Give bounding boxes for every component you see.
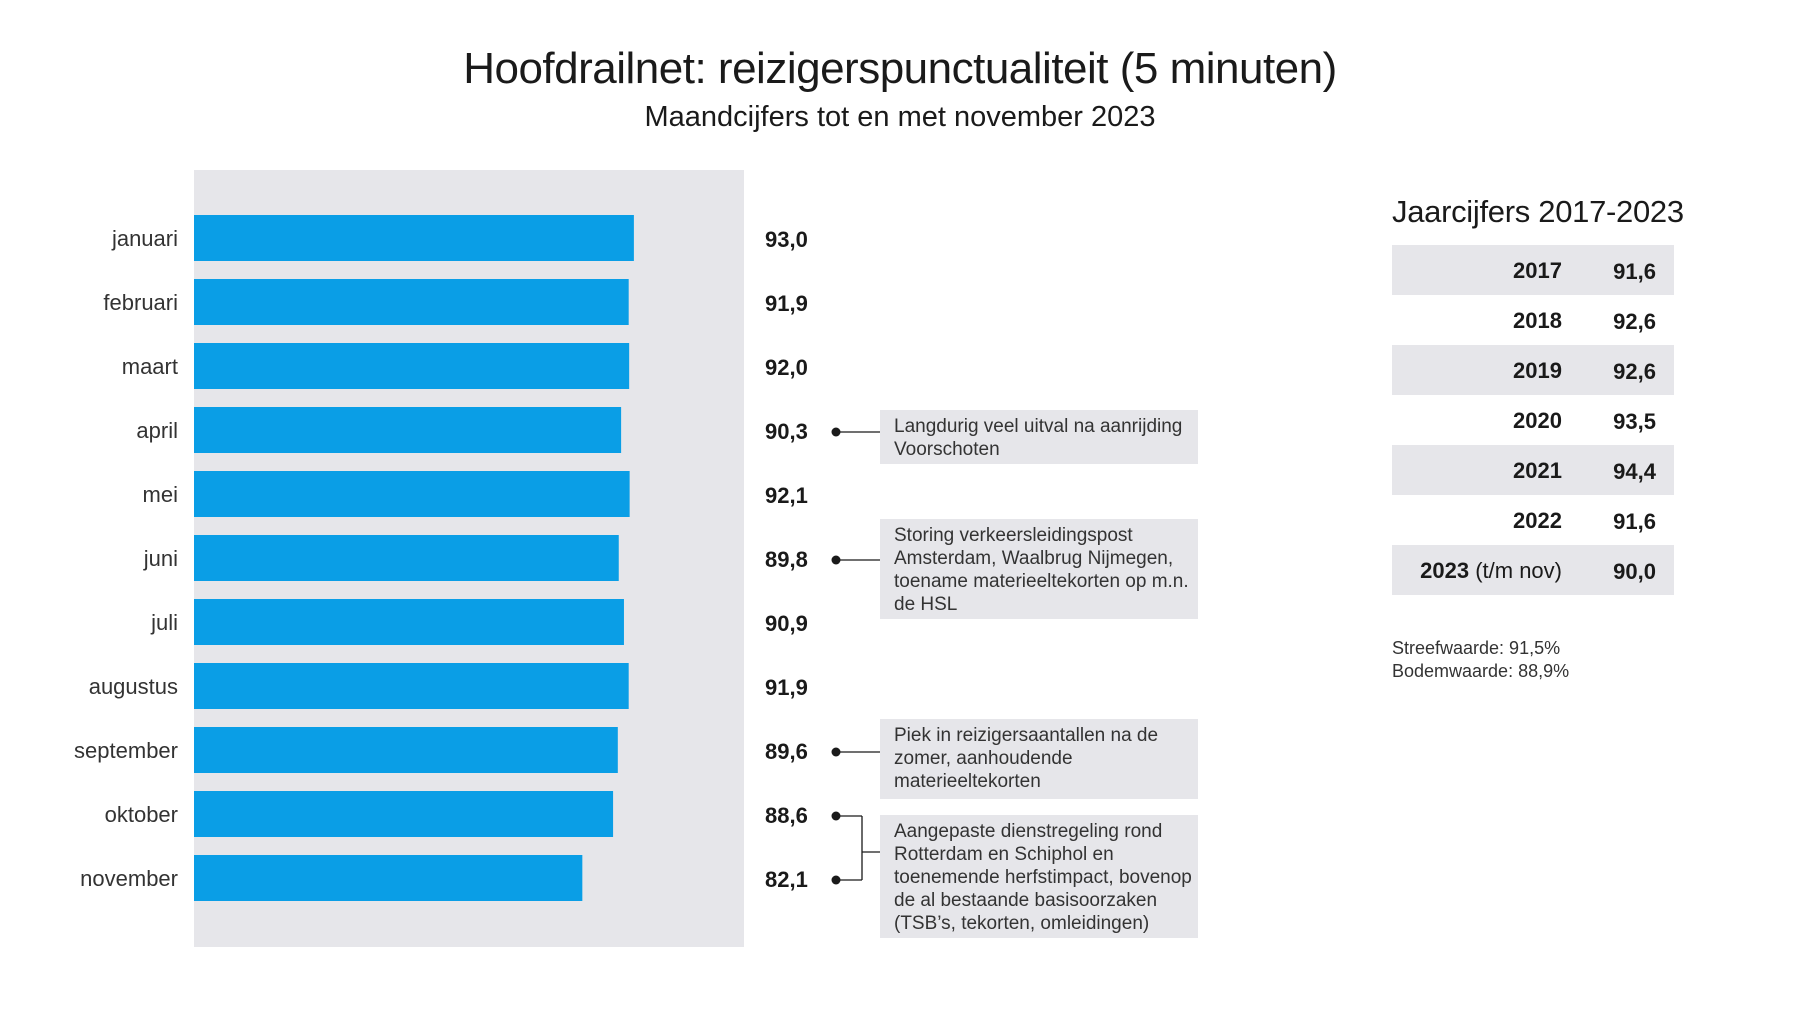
category-label: maart bbox=[122, 354, 178, 379]
category-label: juni bbox=[143, 546, 178, 571]
value-label: 92,1 bbox=[765, 483, 808, 508]
yearly-value: 94,4 bbox=[1613, 459, 1656, 484]
bars-layer: januari 93,0 februari 91,9 maart 92,0 april 90,… bbox=[74, 215, 808, 901]
bar bbox=[194, 727, 618, 773]
value-label: 93,0 bbox=[765, 227, 808, 252]
bar bbox=[194, 535, 619, 581]
bar bbox=[194, 407, 622, 453]
yearly-year: 2017 bbox=[1513, 258, 1562, 283]
bar bbox=[194, 279, 629, 325]
bar bbox=[194, 215, 634, 261]
yearly-year: 2021 bbox=[1513, 458, 1562, 483]
bar bbox=[194, 471, 630, 517]
yearly-value: 93,5 bbox=[1613, 409, 1656, 434]
value-label: 89,8 bbox=[765, 547, 808, 572]
category-label: oktober bbox=[105, 802, 178, 827]
category-label: augustus bbox=[89, 674, 178, 699]
yearly-row: 2017 91,6 bbox=[1392, 245, 1674, 295]
value-label: 88,6 bbox=[765, 803, 808, 828]
category-label: november bbox=[80, 866, 178, 891]
yearly-title: Jaarcijfers 2017-2023 bbox=[1392, 194, 1684, 229]
category-label: september bbox=[74, 738, 178, 763]
yearly-row: 2020 93,5 bbox=[1392, 395, 1674, 445]
yearly-table: 2017 91,6 2018 92,6 2019 92,6 2020 93,5 … bbox=[1392, 245, 1674, 595]
category-label: januari bbox=[111, 226, 178, 251]
bar bbox=[194, 663, 629, 709]
chart-title: Hoofdrailnet: reizigerspunctualiteit (5 … bbox=[463, 44, 1337, 93]
connectors-layer bbox=[831, 427, 880, 885]
yearly-value: 92,6 bbox=[1613, 359, 1656, 384]
category-label: april bbox=[136, 418, 178, 443]
annotation-june: Storing verkeersleidingspost Amsterdam, … bbox=[880, 519, 1198, 619]
category-label: juli bbox=[150, 610, 178, 635]
value-label: 91,9 bbox=[765, 675, 808, 700]
yearly-row: 2022 91,6 bbox=[1392, 495, 1674, 545]
annotation-april: Langdurig veel uitval na aanrijding Voor… bbox=[880, 410, 1198, 464]
value-label: 90,3 bbox=[765, 419, 808, 444]
yearly-year: 2020 bbox=[1513, 408, 1562, 433]
value-label: 89,6 bbox=[765, 739, 808, 764]
yearly-year: 2019 bbox=[1513, 358, 1562, 383]
annotation-october-november: Aangepaste dienstregeling rond Rotterdam… bbox=[880, 815, 1198, 938]
chart-subtitle: Maandcijfers tot en met november 2023 bbox=[644, 101, 1156, 133]
yearly-row: 2019 92,6 bbox=[1392, 345, 1674, 395]
yearly-row: 2023 (t/m nov) 90,0 bbox=[1392, 545, 1674, 595]
bar bbox=[194, 599, 624, 645]
yearly-value: 90,0 bbox=[1613, 559, 1656, 584]
annotation-september: Piek in reizigersaantallen na de zomer, … bbox=[880, 719, 1198, 799]
category-label: februari bbox=[103, 290, 178, 315]
bar bbox=[194, 791, 614, 837]
target-notes: Streefwaarde: 91,5% Bodemwaarde: 88,9% bbox=[1392, 637, 1569, 683]
yearly-row: 2018 92,6 bbox=[1392, 295, 1674, 345]
value-label: 82,1 bbox=[765, 867, 808, 892]
value-label: 92,0 bbox=[765, 355, 808, 380]
value-label: 90,9 bbox=[765, 611, 808, 636]
bar bbox=[194, 855, 583, 901]
streefwaarde-note: Streefwaarde: 91,5% bbox=[1392, 638, 1561, 658]
yearly-year: 2022 bbox=[1513, 508, 1562, 533]
yearly-value: 91,6 bbox=[1613, 259, 1656, 284]
category-label: mei bbox=[143, 482, 178, 507]
value-label: 91,9 bbox=[765, 291, 808, 316]
yearly-year: 2018 bbox=[1513, 308, 1562, 333]
yearly-row: 2021 94,4 bbox=[1392, 445, 1674, 495]
yearly-value: 91,6 bbox=[1613, 509, 1656, 534]
yearly-year: 2023 (t/m nov) bbox=[1420, 558, 1562, 583]
yearly-value: 92,6 bbox=[1613, 309, 1656, 334]
bodemwaarde-note: Bodemwaarde: 88,9% bbox=[1392, 661, 1570, 681]
bar bbox=[194, 343, 630, 389]
